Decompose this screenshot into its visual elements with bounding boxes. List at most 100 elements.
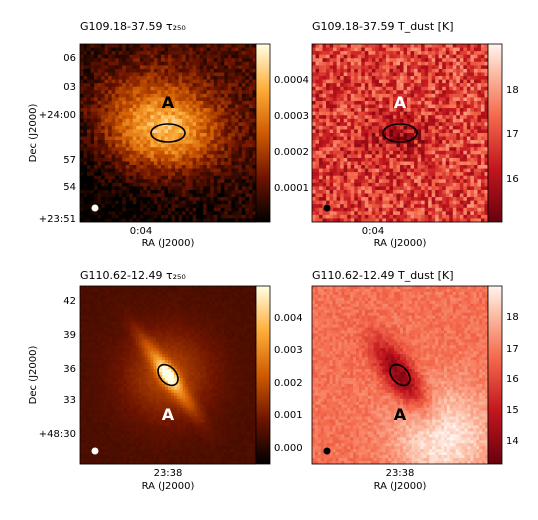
heatmap-cell (428, 201, 432, 205)
heatmap-cell (112, 58, 116, 62)
heatmap-cell (98, 154, 102, 158)
heatmap-cell (207, 165, 211, 169)
heatmap-cell (196, 108, 200, 112)
heatmap-cell (467, 208, 471, 212)
heatmap-cell (323, 215, 327, 219)
heatmap-cell (467, 172, 471, 176)
heatmap-cell (168, 76, 172, 80)
heatmap-cell (80, 108, 84, 112)
heatmap-cell (456, 165, 460, 169)
heatmap-cell (428, 147, 432, 151)
heatmap-cell (481, 147, 485, 151)
heatmap-cell (326, 112, 330, 116)
heatmap-cell (389, 144, 393, 148)
heatmap-cell (193, 119, 197, 123)
heatmap-cell (238, 90, 242, 94)
heatmap-cell (428, 190, 432, 194)
heatmap-cell (210, 133, 214, 137)
heatmap-cell (407, 72, 411, 76)
heatmap-cell (147, 144, 151, 148)
heatmap-cell (463, 176, 467, 180)
heatmap-cell (386, 58, 390, 62)
heatmap-cell (126, 83, 130, 87)
heatmap-cell (470, 201, 474, 205)
heatmap-cell (193, 72, 197, 76)
heatmap-cell (140, 126, 144, 130)
heatmap-cell (425, 137, 429, 141)
heatmap-cell (358, 65, 362, 69)
heatmap-cell (354, 55, 358, 59)
heatmap-cell (411, 69, 415, 73)
heatmap-cell (112, 129, 116, 133)
heatmap-cell (140, 94, 144, 98)
heatmap-cell (344, 122, 348, 126)
heatmap-cell (326, 101, 330, 105)
heatmap-cell (453, 65, 457, 69)
heatmap-cell (214, 58, 218, 62)
heatmap-cell (393, 186, 397, 190)
heatmap-cell (428, 208, 432, 212)
heatmap-cell (143, 108, 147, 112)
heatmap-cell (358, 122, 362, 126)
heatmap-cell (333, 83, 337, 87)
heatmap-cell (323, 158, 327, 162)
heatmap-cell (386, 108, 390, 112)
heatmap-cell (224, 183, 228, 187)
heatmap-cell (168, 144, 172, 148)
heatmap-cell (214, 44, 218, 48)
heatmap-cell (312, 90, 316, 94)
heatmap-cell (143, 197, 147, 201)
heatmap-cell (456, 94, 460, 98)
heatmap-cell (129, 186, 133, 190)
heatmap-cell (404, 69, 408, 73)
heatmap-cell (439, 122, 443, 126)
heatmap-cell (407, 97, 411, 101)
heatmap-cell (221, 94, 225, 98)
heatmap-cell (129, 94, 133, 98)
heatmap-cell (231, 172, 235, 176)
heatmap-cell (154, 44, 158, 48)
heatmap-cell (396, 137, 400, 141)
heatmap-cell (122, 51, 126, 55)
heatmap-cell (368, 144, 372, 148)
heatmap-cell (80, 176, 84, 180)
heatmap-cell (316, 194, 320, 198)
heatmap-cell (133, 208, 137, 212)
heatmap-cell (411, 76, 415, 80)
heatmap-cell (344, 129, 348, 133)
heatmap-cell (172, 58, 176, 62)
heatmap-cell (108, 165, 112, 169)
heatmap-cell (435, 172, 439, 176)
heatmap-cell (210, 65, 214, 69)
heatmap-cell (365, 144, 369, 148)
heatmap-cell (453, 115, 457, 119)
heatmap-cell (238, 51, 242, 55)
heatmap-cell (112, 105, 116, 109)
heatmap-cell (157, 62, 161, 66)
heatmap-cell (157, 94, 161, 98)
heatmap-cell (463, 154, 467, 158)
heatmap-cell (207, 105, 211, 109)
heatmap-cell (133, 51, 137, 55)
heatmap-cell (411, 147, 415, 151)
heatmap-cell (98, 94, 102, 98)
heatmap-cell (316, 69, 320, 73)
heatmap-cell (126, 76, 130, 80)
heatmap-cell (467, 62, 471, 66)
heatmap-cell (393, 161, 397, 165)
heatmap-cell (231, 215, 235, 219)
heatmap-cell (446, 51, 450, 55)
heatmap-cell (189, 176, 193, 180)
heatmap-cell (164, 44, 168, 48)
heatmap-cell (379, 72, 383, 76)
heatmap-cell (133, 112, 137, 116)
heatmap-cell (323, 161, 327, 165)
heatmap-cell (136, 161, 140, 165)
heatmap-cell (217, 179, 221, 183)
heatmap-cell (418, 165, 422, 169)
heatmap-cell (456, 97, 460, 101)
heatmap-cell (439, 179, 443, 183)
heatmap-cell (164, 179, 168, 183)
heatmap-cell (326, 83, 330, 87)
heatmap-cell (224, 80, 228, 84)
